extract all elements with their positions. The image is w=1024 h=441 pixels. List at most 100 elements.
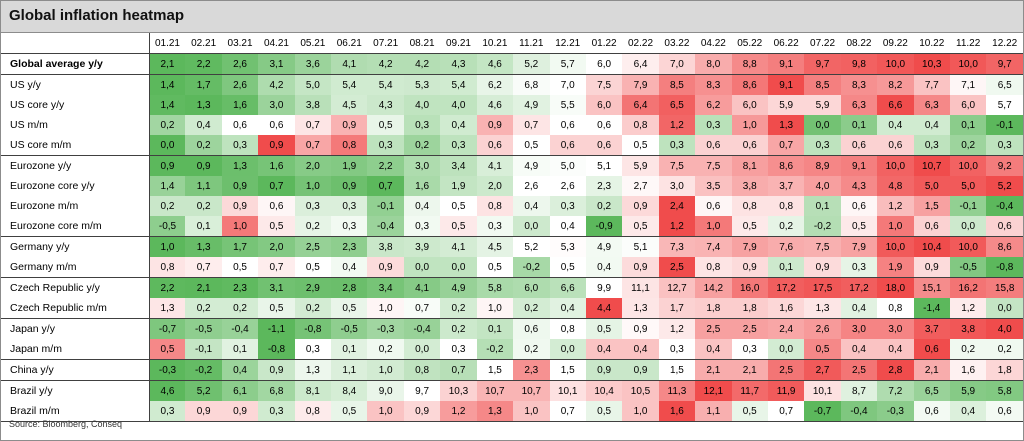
heatmap-cell: 0,2 (185, 196, 222, 216)
heatmap-cell: 9,7 (986, 53, 1023, 75)
heatmap-cell: 0,5 (440, 196, 477, 216)
row-label: Brazil y/y (1, 380, 150, 401)
heatmap-cell: 1,7 (658, 298, 696, 319)
heatmap-cell: 4,2 (367, 53, 404, 75)
heatmap-cell: 1,9 (440, 176, 477, 196)
heatmap-cell: 0,6 (913, 216, 950, 237)
heatmap-cell: 0,5 (804, 339, 841, 360)
heatmap-cell: 3,9 (403, 236, 441, 257)
heatmap-cell: 7,1 (949, 74, 987, 95)
heatmap-cell: 0,3 (549, 196, 586, 216)
heatmap-cell: 5,4 (440, 74, 477, 95)
heatmap-cell: 2,8 (877, 359, 914, 381)
heatmap-cell: 1,3 (221, 155, 259, 176)
heatmap-cell: 0,6 (258, 196, 295, 216)
heatmap-cell: 3,8 (367, 236, 404, 257)
heatmap-cell: 7,6 (767, 236, 805, 257)
heatmap-cell: 0,3 (804, 135, 841, 156)
heatmap-cell: 0,5 (840, 216, 878, 237)
heatmap-cell: 1,7 (185, 74, 222, 95)
heatmap-cell: 0,8 (767, 196, 805, 216)
heatmap-cell: 0,5 (622, 135, 659, 156)
heatmap-cell: 0,0 (149, 135, 186, 156)
heatmap-cell: 1,8 (731, 298, 768, 319)
heatmap-cell: 10,1 (804, 380, 841, 401)
heatmap-cell: 6,1 (221, 380, 259, 401)
heatmap-cell: -0,1 (185, 339, 222, 360)
heatmap-cell: 0,9 (258, 359, 295, 381)
heatmap-cell: 0,6 (877, 135, 914, 156)
heatmap-cell: 1,0 (695, 216, 732, 237)
heatmap-cell: 0,2 (403, 135, 441, 156)
table-row: China y/y -0,3 -0,2 0,4 0,9 1,3 1,1 1,0 0,8 0,7 1,… (1, 359, 1023, 381)
heatmap-cell: 0,3 (258, 401, 295, 422)
chart-title: Global inflation heatmap (9, 7, 185, 24)
heatmap-cell: 2,1 (913, 359, 950, 381)
heatmap-cell: -0,4 (840, 401, 878, 422)
heatmap-cell: 3,0 (258, 95, 295, 115)
heatmap-cell: -0,5 (949, 257, 987, 278)
heatmap-cell: -0,2 (185, 359, 222, 381)
heatmap-cell: 3,1 (258, 277, 295, 298)
heatmap-cell: 1,8 (986, 359, 1023, 381)
heatmap-cell: 8,5 (658, 74, 696, 95)
heatmap-cell: 0,2 (513, 298, 550, 319)
heatmap-cell: 0,4 (513, 196, 550, 216)
heatmap-cell: 0,3 (294, 196, 332, 216)
heatmap-cell: 0,4 (622, 339, 659, 360)
heatmap-cell: 1,8 (695, 298, 732, 319)
column-header: 08.21 (403, 33, 441, 54)
heatmap-cell: 0,6 (840, 135, 878, 156)
heatmap-cell: 0,0 (549, 339, 586, 360)
heatmap-cell: -0,9 (585, 216, 623, 237)
column-header: 11.21 (513, 33, 550, 54)
heatmap-cell: 6,3 (840, 95, 878, 115)
heatmap-cell: 0,3 (986, 135, 1023, 156)
heatmap-cell: 0,9 (185, 155, 222, 176)
heatmap-cell: 0,9 (258, 135, 295, 156)
heatmap-cell: 2,6 (221, 53, 259, 75)
header-row: 01.21 02.21 03.21 04.21 05.21 06.21 07.21 08.21… (1, 33, 1023, 54)
heatmap-cell: 1,4 (149, 74, 186, 95)
heatmap-cell: 0,5 (476, 257, 514, 278)
heatmap-cell: 1,1 (695, 401, 732, 422)
heatmap-cell: 0,3 (440, 135, 477, 156)
heatmap-cell: 6,5 (913, 380, 950, 401)
heatmap-cell: 1,6 (767, 298, 805, 319)
heatmap-cell: 15,1 (913, 277, 950, 298)
heatmap-cell: 0,6 (476, 135, 514, 156)
heatmap-cell: 0,3 (913, 135, 950, 156)
heatmap-cell: 0,8 (731, 196, 768, 216)
heatmap-cell: 0,9 (913, 257, 950, 278)
heatmap-cell: 0,5 (731, 401, 768, 422)
heatmap-cell: -0,5 (185, 318, 222, 339)
heatmap-cell: 8,6 (767, 155, 805, 176)
heatmap-cell: 5,5 (549, 95, 586, 115)
heatmap-cell: 0,7 (549, 401, 586, 422)
row-label: Germany y/y (1, 236, 150, 257)
heatmap-cell: 2,8 (331, 277, 368, 298)
heatmap-cell: 2,5 (767, 359, 805, 381)
heatmap-cell: 2,4 (658, 196, 696, 216)
heatmap-cell: 0,4 (585, 339, 623, 360)
heatmap-cell: 7,9 (731, 236, 768, 257)
heatmap-cell: 0,5 (149, 339, 186, 360)
heatmap-cell: 0,5 (331, 401, 368, 422)
heatmap-cell: -0,1 (949, 196, 987, 216)
heatmap-cell: 0,0 (804, 115, 841, 135)
heatmap-cell: 17,2 (767, 277, 805, 298)
column-header: 01.22 (585, 33, 623, 54)
heatmap-cell: 1,0 (622, 401, 659, 422)
heatmap-cell: 6,5 (658, 95, 696, 115)
heatmap-cell: 9,2 (986, 155, 1023, 176)
heatmap-cell: 0,3 (695, 115, 732, 135)
table-row: Brazil y/y 4,6 5,2 6,1 6,8 8,1 8,4 9,0 9,7 10,3 10… (1, 380, 1023, 401)
heatmap-cell: 3,8 (294, 95, 332, 115)
heatmap-cell: 5,7 (549, 53, 586, 75)
heatmap-cell: 6,0 (949, 95, 987, 115)
source-note: Source: Bloomberg, Conseq (9, 419, 123, 429)
heatmap-cell: 0,6 (585, 135, 623, 156)
heatmap-cell: 4,9 (513, 95, 550, 115)
heatmap-cell: 1,0 (221, 216, 259, 237)
heatmap-cell: 10,7 (513, 380, 550, 401)
